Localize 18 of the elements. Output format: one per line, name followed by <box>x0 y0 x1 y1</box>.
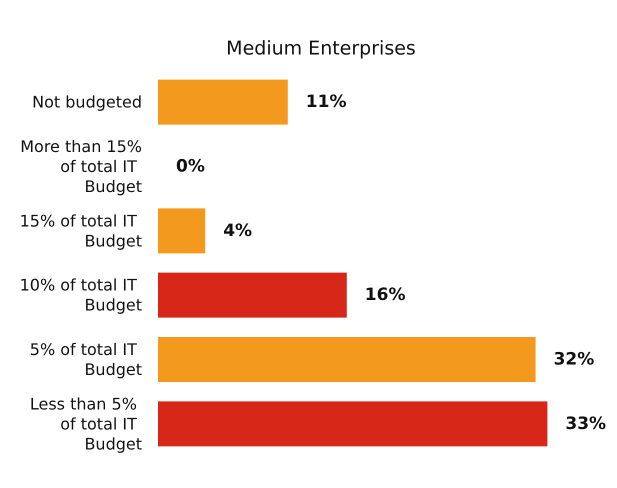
y-tick-label: 10% of total IT Budget <box>20 276 142 315</box>
bar <box>158 401 548 446</box>
data-label: 32% <box>554 350 594 370</box>
data-label: 0% <box>176 156 205 176</box>
data-label: 33% <box>565 414 606 434</box>
chart-title: Medium Enterprises <box>226 38 416 60</box>
bar <box>158 272 347 318</box>
y-tick-label: 5% of total IT Budget <box>30 340 142 379</box>
data-label: 16% <box>364 285 406 306</box>
bar <box>158 337 536 382</box>
bar <box>158 208 206 254</box>
y-tick-label: Less than 5% of total IT Budget <box>30 394 142 454</box>
y-tick-label: Not budgeted <box>32 92 142 112</box>
bar <box>158 80 288 125</box>
y-tick-label: 15% of total IT Budget <box>20 211 142 250</box>
data-label: 4% <box>223 220 252 241</box>
y-tick-label: More than 15% of total IT Budget <box>20 137 142 196</box>
data-label: 11% <box>306 92 347 112</box>
